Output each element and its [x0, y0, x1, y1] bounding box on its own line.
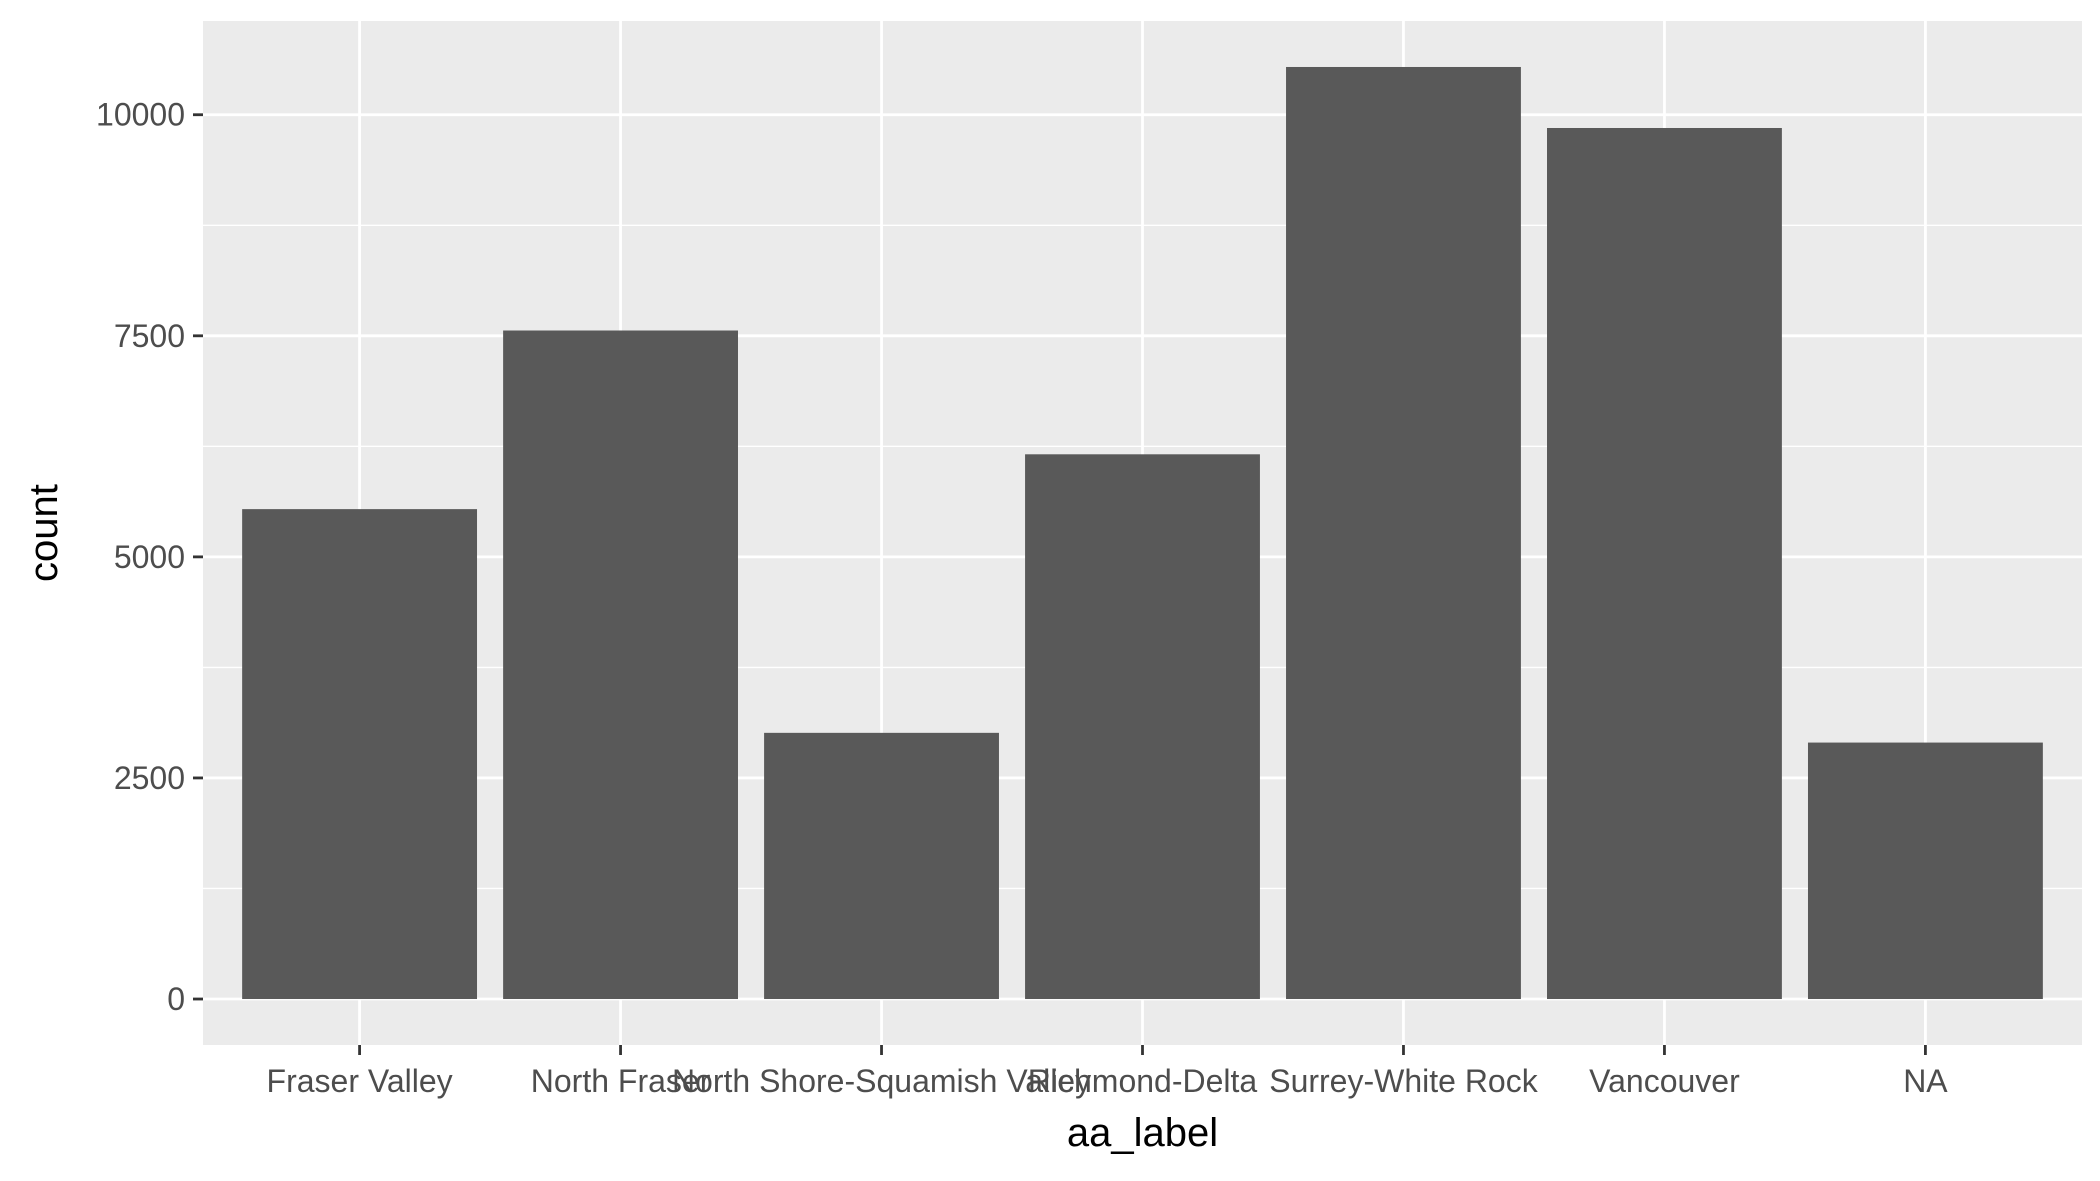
bar — [1025, 454, 1260, 1000]
y-tick-label: 5000 — [114, 539, 185, 575]
x-tick-label: Richmond-Delta — [1028, 1063, 1258, 1099]
bar — [1807, 742, 2043, 1000]
x-tick-label: Vancouver — [1589, 1063, 1740, 1099]
x-tick-label: North Fraser — [531, 1063, 711, 1099]
y-tick-label: 2500 — [114, 760, 185, 796]
bar — [1286, 66, 1521, 1000]
bars — [242, 66, 2043, 1000]
x-tick-label: Surrey-White Rock — [1269, 1063, 1539, 1099]
y-axis-title: count — [22, 484, 66, 582]
x-axis-title: aa_label — [1067, 1111, 1218, 1155]
bar — [242, 509, 478, 1000]
bar — [764, 732, 999, 1000]
x-tick-label: North Shore-Squamish Valley — [672, 1063, 1091, 1099]
y-tick-label: 10000 — [96, 97, 185, 133]
y-axis: 0 2500 5000 7500 10000 — [96, 97, 203, 1017]
bar — [503, 330, 738, 1000]
y-tick-label: 7500 — [114, 318, 185, 354]
x-tick-label: NA — [1903, 1063, 1948, 1099]
x-tick-label: Fraser Valley — [267, 1063, 453, 1099]
bar — [1547, 127, 1782, 1000]
y-tick-label: 0 — [167, 981, 185, 1017]
